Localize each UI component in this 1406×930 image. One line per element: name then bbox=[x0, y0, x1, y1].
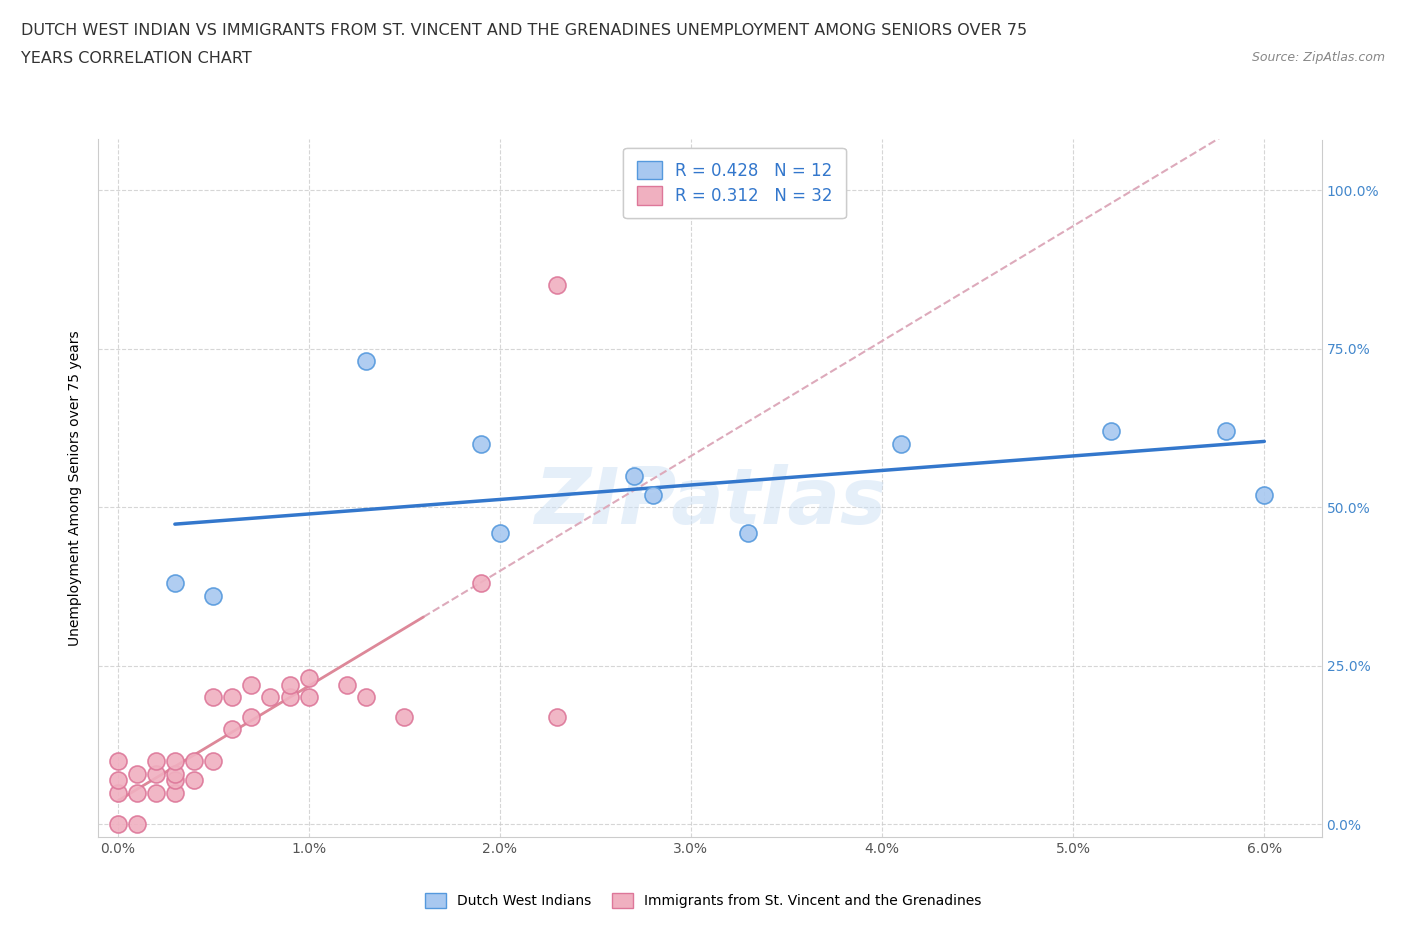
Point bbox=[546, 709, 568, 724]
Point bbox=[470, 436, 492, 451]
Point bbox=[278, 677, 301, 692]
Point bbox=[163, 773, 186, 788]
Point bbox=[240, 677, 263, 692]
Point bbox=[125, 817, 148, 831]
Point bbox=[1099, 424, 1122, 439]
Point bbox=[1215, 424, 1237, 439]
Point bbox=[145, 753, 167, 768]
Point bbox=[354, 354, 377, 369]
Text: Source: ZipAtlas.com: Source: ZipAtlas.com bbox=[1251, 51, 1385, 64]
Point bbox=[392, 709, 416, 724]
Point bbox=[298, 671, 321, 686]
Point bbox=[163, 766, 186, 781]
Point bbox=[202, 589, 225, 604]
Text: YEARS CORRELATION CHART: YEARS CORRELATION CHART bbox=[21, 51, 252, 66]
Point bbox=[890, 436, 912, 451]
Legend: R = 0.428   N = 12, R = 0.312   N = 32: R = 0.428 N = 12, R = 0.312 N = 32 bbox=[623, 148, 846, 219]
Point bbox=[125, 785, 148, 800]
Point bbox=[221, 690, 243, 705]
Point bbox=[336, 677, 359, 692]
Point bbox=[163, 576, 186, 591]
Point bbox=[221, 722, 243, 737]
Point bbox=[183, 753, 205, 768]
Point bbox=[107, 753, 129, 768]
Point bbox=[737, 525, 759, 540]
Point bbox=[183, 773, 205, 788]
Point bbox=[125, 766, 148, 781]
Point bbox=[1253, 487, 1275, 502]
Point bbox=[163, 785, 186, 800]
Point bbox=[354, 690, 377, 705]
Point bbox=[278, 690, 301, 705]
Legend: Dutch West Indians, Immigrants from St. Vincent and the Grenadines: Dutch West Indians, Immigrants from St. … bbox=[419, 888, 987, 914]
Y-axis label: Unemployment Among Seniors over 75 years: Unemployment Among Seniors over 75 years bbox=[69, 330, 83, 646]
Text: DUTCH WEST INDIAN VS IMMIGRANTS FROM ST. VINCENT AND THE GRENADINES UNEMPLOYMENT: DUTCH WEST INDIAN VS IMMIGRANTS FROM ST.… bbox=[21, 23, 1028, 38]
Point bbox=[107, 785, 129, 800]
Point bbox=[641, 487, 664, 502]
Point bbox=[240, 709, 263, 724]
Point bbox=[470, 576, 492, 591]
Point bbox=[488, 525, 510, 540]
Point bbox=[259, 690, 281, 705]
Text: ZIPatlas: ZIPatlas bbox=[534, 464, 886, 540]
Point bbox=[546, 278, 568, 293]
Point bbox=[623, 468, 645, 483]
Point bbox=[145, 785, 167, 800]
Point bbox=[107, 817, 129, 831]
Point bbox=[298, 690, 321, 705]
Point bbox=[107, 773, 129, 788]
Point bbox=[163, 753, 186, 768]
Point bbox=[202, 753, 225, 768]
Point bbox=[145, 766, 167, 781]
Point bbox=[202, 690, 225, 705]
